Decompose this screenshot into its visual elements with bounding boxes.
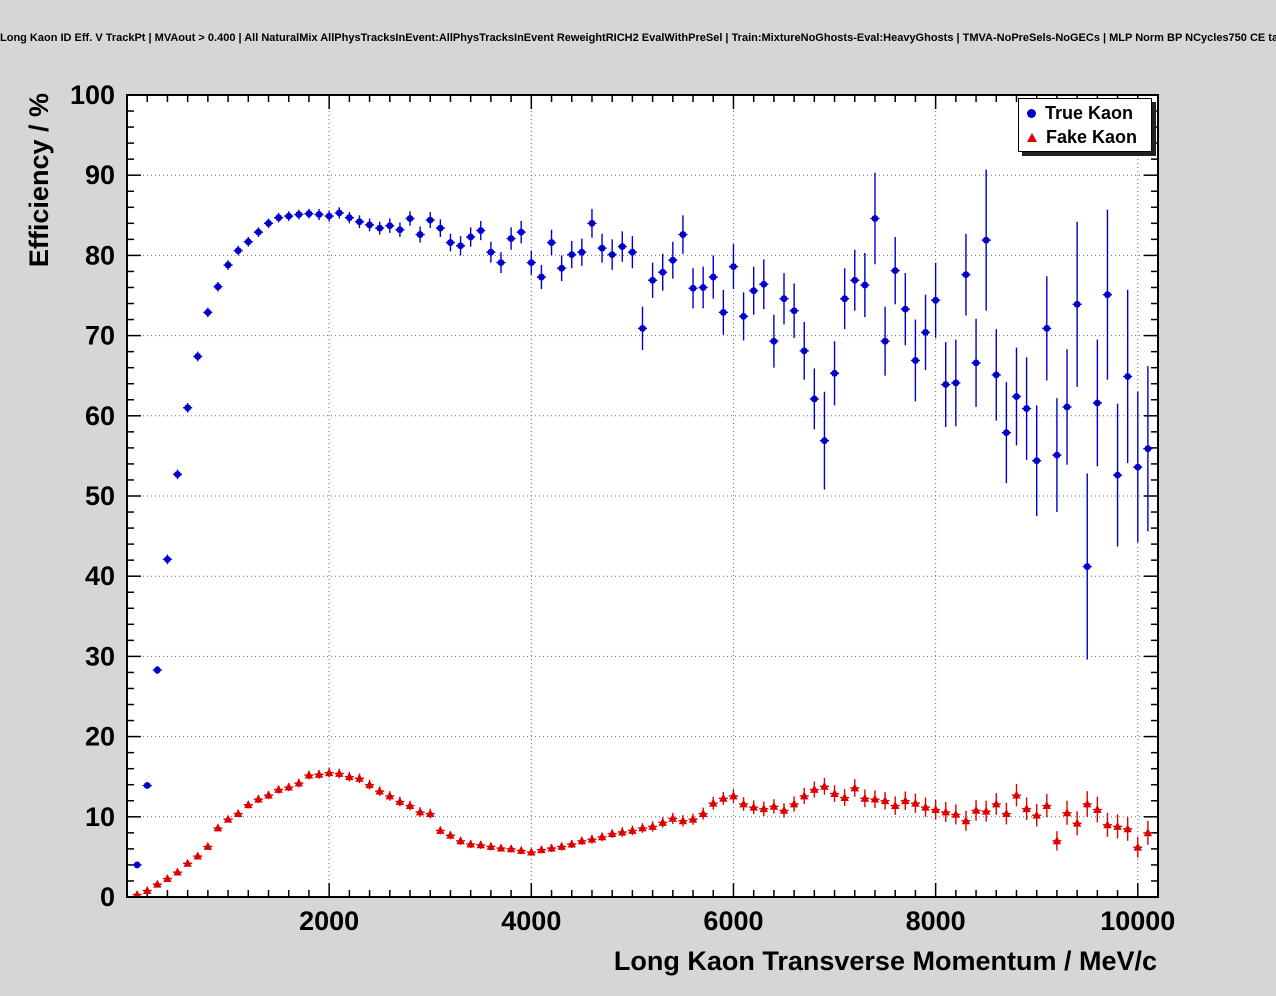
- series-true-kaon: [132, 169, 1153, 869]
- y-tick-label: 20: [85, 722, 115, 752]
- axis-ticks: [126, 94, 1159, 898]
- y-tick-label: 40: [85, 561, 115, 591]
- x-tick-label: 10000: [1100, 906, 1175, 936]
- series-fake-kaon: [132, 767, 1153, 897]
- true-kaon-marker-icon: [1027, 108, 1036, 118]
- gridlines: [127, 95, 1158, 897]
- y-tick-label: 100: [70, 80, 115, 110]
- legend-label-true-kaon: True Kaon: [1045, 102, 1134, 123]
- y-tick-label: 70: [85, 321, 115, 351]
- y-tick-label: 80: [85, 240, 115, 270]
- y-tick-label: 0: [100, 882, 115, 912]
- x-tick-label: 6000: [703, 906, 763, 936]
- x-axis-title: Long Kaon Transverse Momentum / MeV/c: [613, 946, 1157, 976]
- y-tick-label: 90: [85, 160, 115, 190]
- x-tick-label: 8000: [906, 906, 966, 936]
- y-tick-label: 30: [85, 641, 115, 671]
- legend-entry-fake-kaon: Fake Kaon: [1019, 125, 1151, 149]
- tick-labels: 0 10 20 30 40 50 60 70 80 90 100 2000 4000 6000 8000 10…: [70, 80, 1175, 936]
- x-tick-label: 4000: [501, 906, 561, 936]
- y-tick-label: 50: [85, 481, 115, 511]
- fake-kaon-marker-icon: [1027, 132, 1037, 142]
- legend-label-fake-kaon: Fake Kaon: [1046, 126, 1138, 147]
- legend: True Kaon Fake Kaon: [1018, 98, 1152, 152]
- y-tick-label: 10: [85, 802, 115, 832]
- y-tick-label: 60: [85, 401, 115, 431]
- legend-entry-true-kaon: True Kaon: [1019, 101, 1151, 125]
- plot-frame-border: [126, 94, 1159, 898]
- y-axis-title: Efficiency / %: [24, 93, 54, 268]
- chart-title: Long Kaon ID Eff. V TrackPt | MVAout > 0…: [0, 32, 1276, 44]
- x-tick-label: 2000: [299, 906, 359, 936]
